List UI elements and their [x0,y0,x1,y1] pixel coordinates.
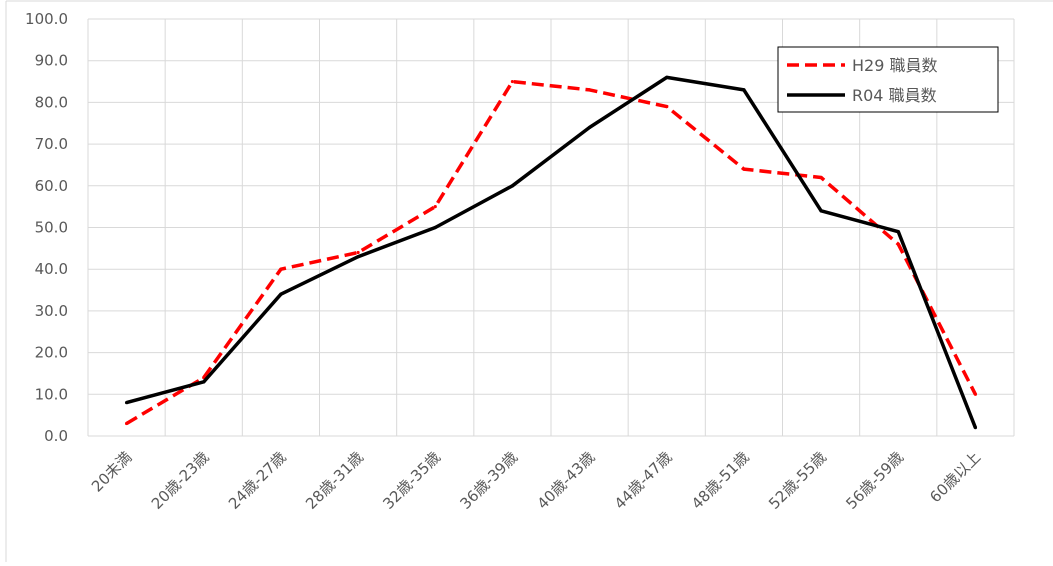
data-point [587,88,592,92]
x-tick-label: 20未満 [88,448,135,495]
y-axis-tick-labels: 0.0 10.0 20.0 30.0 40.0 50.0 60.0 70.0 80.0 90.0 1… [25,10,68,445]
y-tick-label: 10.0 [35,385,68,403]
x-tick-label: 28歳-31歳 [302,448,367,513]
data-point [124,401,129,405]
data-point [896,242,900,246]
x-axis-tick-labels: 20未満 20歳-23歳 24歳-27歳 28歳-31歳 32歳-35歳 36歳-39歳 4… [88,448,984,513]
data-point [973,426,978,430]
series-line-1 [126,75,978,429]
data-point [742,167,746,171]
data-point [665,75,669,79]
y-tick-label: 40.0 [35,260,68,278]
data-point [742,88,746,92]
data-point [124,421,129,426]
x-tick-label: 48歳-51歳 [688,448,753,513]
legend: H29 職員数 R04 職員数 [777,46,999,113]
data-point [819,175,823,180]
data-point [819,209,823,213]
series-line-0 [125,79,977,426]
data-point [356,250,360,255]
x-tick-label: 20歳-23歳 [148,448,213,513]
data-point [433,205,437,209]
gridlines [87,18,1015,437]
x-tick-label: 32歳-35歳 [379,448,444,513]
y-tick-label: 90.0 [35,52,68,70]
data-point [973,392,978,396]
y-tick-label: 50.0 [35,219,68,237]
y-tick-label: 30.0 [35,302,68,320]
y-tick-label: 0.0 [44,427,68,445]
data-point [896,230,900,234]
legend-box [777,46,999,113]
data-point [279,267,283,271]
y-tick-label: 60.0 [35,177,68,195]
y-tick-label: 80.0 [35,93,68,111]
data-point [510,184,515,188]
data-point [433,225,437,230]
legend-label-r04: R04 職員数 [852,86,937,105]
data-point [279,292,283,296]
x-tick-label: 40歳-43歳 [534,448,599,513]
data-point [665,104,669,109]
data-point [587,125,592,130]
x-tick-label: 24歳-27歳 [225,448,290,513]
data-point [510,79,515,84]
y-tick-label: 70.0 [35,135,68,153]
x-tick-label: 60歳以上 [926,448,984,506]
x-tick-label: 44歳-47歳 [611,448,676,513]
series-lines [124,75,978,430]
data-point [356,255,360,259]
y-tick-label: 100.0 [25,10,68,28]
x-tick-label: 36歳-39歳 [456,448,521,513]
legend-label-h29: H29 職員数 [852,56,937,75]
data-point [202,380,206,384]
y-tick-label: 20.0 [35,344,68,362]
x-tick-label: 52歳-55歳 [765,448,830,513]
x-tick-label: 56歳-59歳 [842,448,907,513]
